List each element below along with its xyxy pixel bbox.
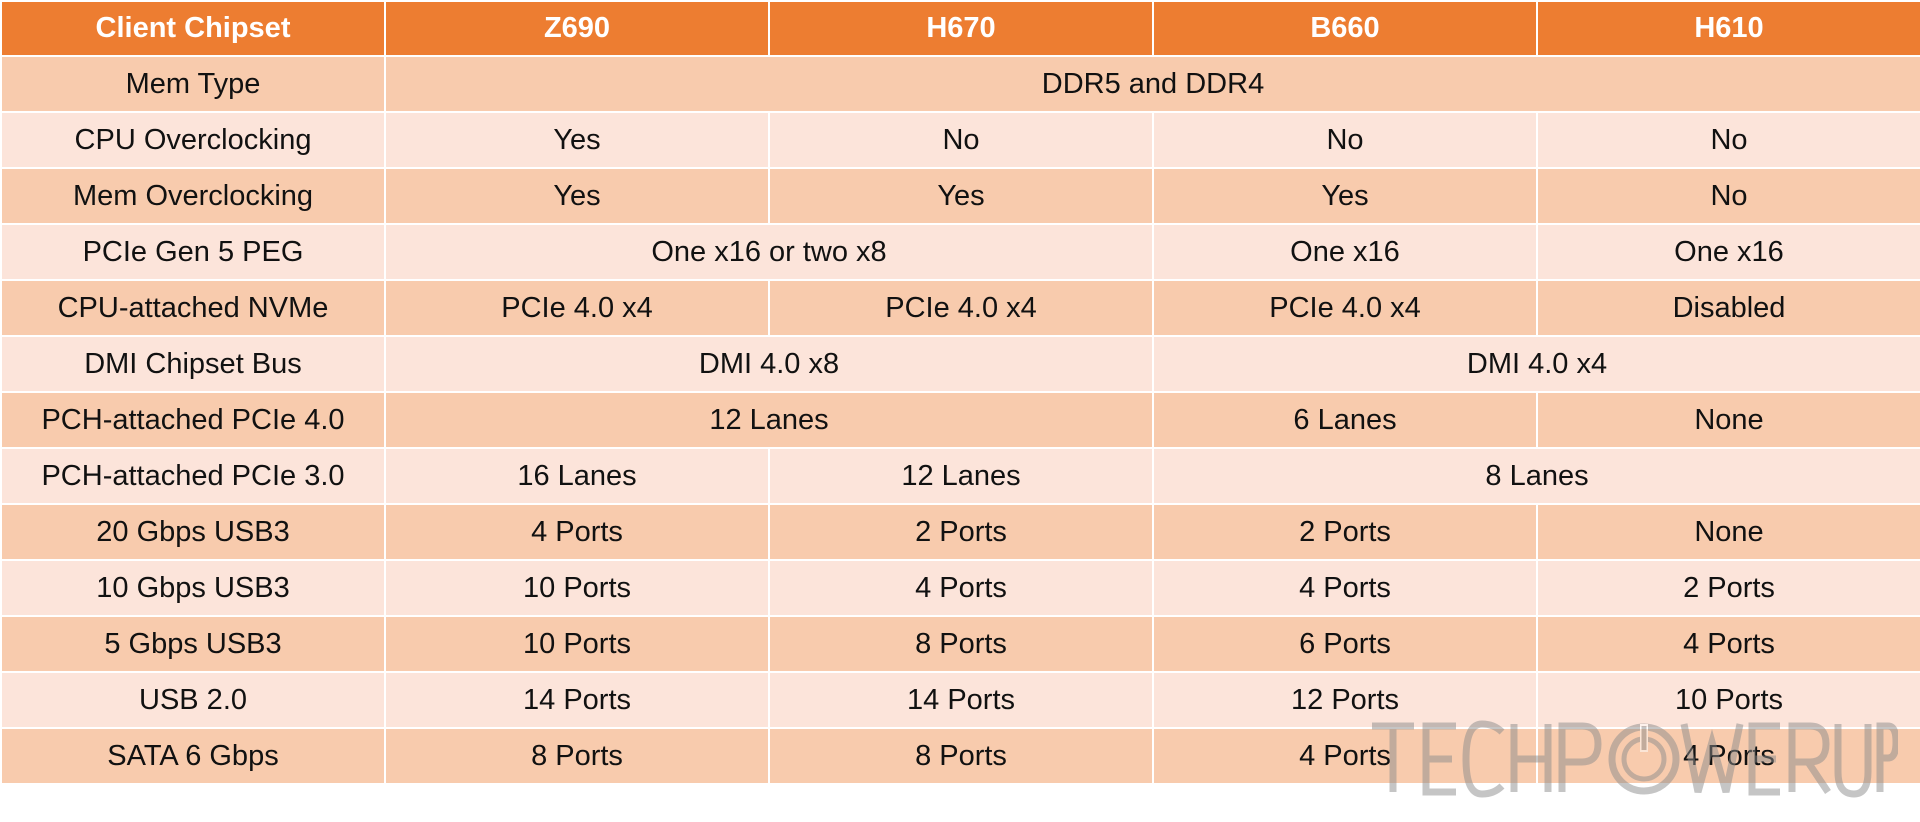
table-cell: PCIe 4.0 x4 (384, 279, 770, 337)
table-cell: 4 Ports (768, 559, 1154, 617)
table-cell: No (1152, 111, 1538, 169)
table-cell: One x16 (1152, 223, 1538, 281)
table-cell: 14 Ports (384, 671, 770, 729)
row-label: 5 Gbps USB3 (0, 615, 386, 673)
header-cell-h670: H670 (768, 0, 1154, 57)
table-cell: 12 Ports (1152, 671, 1538, 729)
row-label: 10 Gbps USB3 (0, 559, 386, 617)
table-cell: No (1536, 167, 1920, 225)
table-cell: 4 Ports (1152, 559, 1538, 617)
table-cell: 4 Ports (1536, 615, 1920, 673)
chipset-comparison-table: Client Chipset Z690 H670 B660 H610 Mem T… (0, 0, 1920, 785)
header-cell-h610: H610 (1536, 0, 1920, 57)
table-cell: One x16 (1536, 223, 1920, 281)
table-row-usb-2-0: USB 2.0 14 Ports 14 Ports 12 Ports 10 Ports (0, 671, 1920, 729)
table-row-cpu-attached-nvme: CPU-attached NVMe PCIe 4.0 x4 PCIe 4.0 x4 P… (0, 279, 1920, 337)
table-cell: 6 Lanes (1152, 391, 1538, 449)
row-label: CPU Overclocking (0, 111, 386, 169)
row-label: PCIe Gen 5 PEG (0, 223, 386, 281)
table-row-pch-attached-pcie-3-0: PCH-attached PCIe 3.0 16 Lanes 12 Lanes 8 L… (0, 447, 1920, 505)
table-cell: One x16 or two x8 (384, 223, 1154, 281)
table-cell: 2 Ports (1152, 503, 1538, 561)
table-cell: PCIe 4.0 x4 (1152, 279, 1538, 337)
row-label: SATA 6 Gbps (0, 727, 386, 785)
table-row-mem-type: Mem Type DDR5 and DDR4 (0, 55, 1920, 113)
table-row-pcie-gen-5-peg: PCIe Gen 5 PEG One x16 or two x8 One x16 On… (0, 223, 1920, 281)
table-cell: 6 Ports (1152, 615, 1538, 673)
table-cell: 10 Ports (1536, 671, 1920, 729)
table-cell: 2 Ports (768, 503, 1154, 561)
table-cell: 4 Ports (1536, 727, 1920, 785)
table-cell: None (1536, 503, 1920, 561)
table-cell: 4 Ports (1152, 727, 1538, 785)
table-cell: 10 Ports (384, 559, 770, 617)
table-body: Mem Type DDR5 and DDR4 CPU Overclocking Yes… (0, 55, 1920, 785)
table-row-dmi-chipset-bus: DMI Chipset Bus DMI 4.0 x8 DMI 4.0 x4 (0, 335, 1920, 393)
row-label: 20 Gbps USB3 (0, 503, 386, 561)
row-label: PCH-attached PCIe 3.0 (0, 447, 386, 505)
table-cell: 12 Lanes (384, 391, 1154, 449)
table-cell: 12 Lanes (768, 447, 1154, 505)
row-label: Mem Type (0, 55, 386, 113)
table-cell: 16 Lanes (384, 447, 770, 505)
table-row-20-gbps-usb3: 20 Gbps USB3 4 Ports 2 Ports 2 Ports None (0, 503, 1920, 561)
table-cell: Yes (384, 111, 770, 169)
table-cell: 8 Lanes (1152, 447, 1920, 505)
table-cell: Yes (384, 167, 770, 225)
table-cell: 10 Ports (384, 615, 770, 673)
table-cell: 2 Ports (1536, 559, 1920, 617)
row-label: Mem Overclocking (0, 167, 386, 225)
table-cell: 14 Ports (768, 671, 1154, 729)
table-row-5-gbps-usb3: 5 Gbps USB3 10 Ports 8 Ports 6 Ports 4 Ports (0, 615, 1920, 673)
table-cell: None (1536, 391, 1920, 449)
table-row-10-gbps-usb3: 10 Gbps USB3 10 Ports 4 Ports 4 Ports 2 Port… (0, 559, 1920, 617)
table-cell: DMI 4.0 x4 (1152, 335, 1920, 393)
table-cell: Disabled (1536, 279, 1920, 337)
table-cell: 8 Ports (768, 727, 1154, 785)
table-cell: No (1536, 111, 1920, 169)
header-cell-client-chipset: Client Chipset (0, 0, 386, 57)
table-cell: 4 Ports (384, 503, 770, 561)
table-cell: No (768, 111, 1154, 169)
table-row-mem-overclocking: Mem Overclocking Yes Yes Yes No (0, 167, 1920, 225)
header-row: Client Chipset Z690 H670 B660 H610 (0, 0, 1920, 57)
table-cell: DDR5 and DDR4 (384, 55, 1920, 113)
table-cell: 8 Ports (384, 727, 770, 785)
table-cell: Yes (768, 167, 1154, 225)
table-row-pch-attached-pcie-4-0: PCH-attached PCIe 4.0 12 Lanes 6 Lanes None (0, 391, 1920, 449)
table-cell: 8 Ports (768, 615, 1154, 673)
header-cell-b660: B660 (1152, 0, 1538, 57)
row-label: DMI Chipset Bus (0, 335, 386, 393)
table-cell: PCIe 4.0 x4 (768, 279, 1154, 337)
header-cell-z690: Z690 (384, 0, 770, 57)
row-label: PCH-attached PCIe 4.0 (0, 391, 386, 449)
table-cell: DMI 4.0 x8 (384, 335, 1154, 393)
row-label: CPU-attached NVMe (0, 279, 386, 337)
table-cell: Yes (1152, 167, 1538, 225)
table-row-sata-6-gbps: SATA 6 Gbps 8 Ports 8 Ports 4 Ports 4 Ports (0, 727, 1920, 785)
table-header: Client Chipset Z690 H670 B660 H610 (0, 0, 1920, 57)
row-label: USB 2.0 (0, 671, 386, 729)
table-row-cpu-overclocking: CPU Overclocking Yes No No No (0, 111, 1920, 169)
